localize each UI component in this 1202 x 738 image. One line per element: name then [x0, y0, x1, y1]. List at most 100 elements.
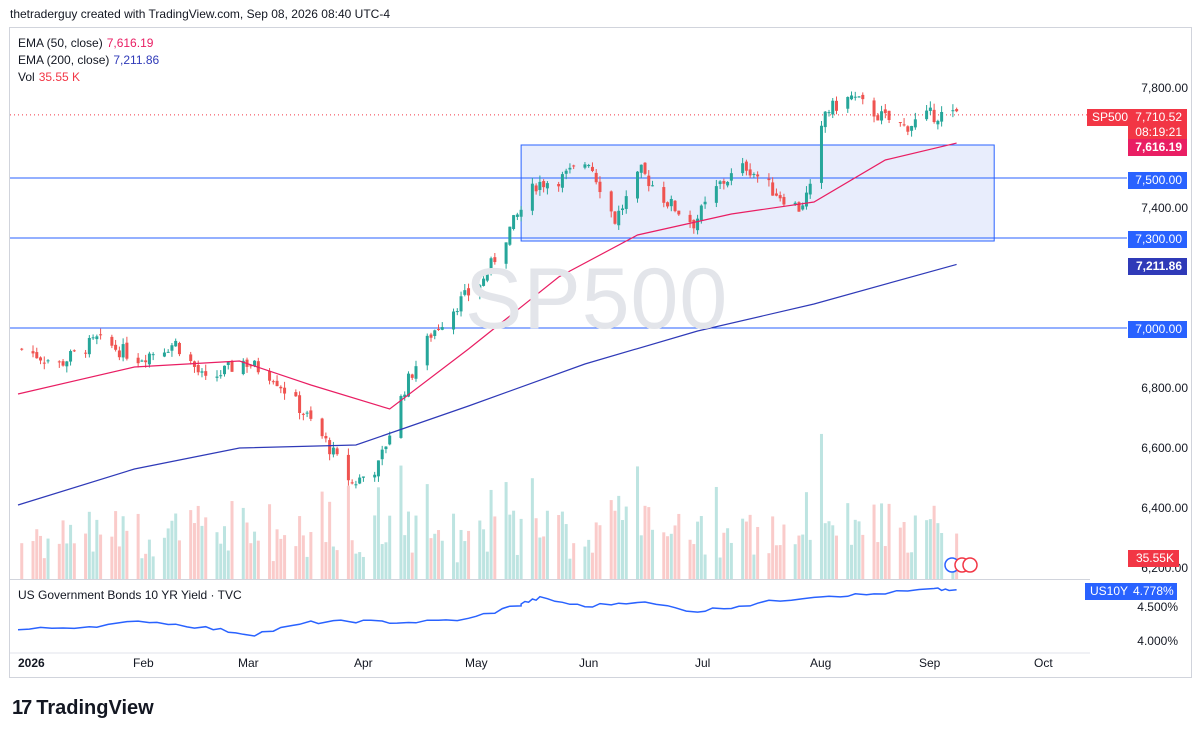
header-attribution: thetraderguy created with TradingView.co…: [10, 7, 390, 21]
volume-bar: [545, 510, 549, 579]
candle-body: [594, 172, 598, 183]
legend-ema200[interactable]: EMA (200, close) 7,211.86: [18, 52, 159, 69]
volume-bar: [797, 535, 801, 579]
volume-bar: [95, 519, 99, 579]
volume-bar: [463, 541, 467, 579]
candle-body: [384, 446, 388, 450]
candle-body: [936, 120, 940, 125]
candle-body: [189, 354, 193, 361]
volume-bar: [557, 515, 561, 579]
volume-bar: [305, 556, 309, 579]
volume-bar: [620, 520, 624, 579]
level-7000-tag: 7,000.00: [1128, 321, 1187, 338]
candle-body: [545, 183, 549, 189]
candle-body: [808, 183, 812, 195]
candle-body: [831, 100, 835, 115]
x-axis-label: Aug: [810, 656, 832, 670]
volume-bar: [328, 501, 332, 579]
volume-tag: 35.55K: [1128, 550, 1179, 567]
candle-body: [583, 164, 587, 168]
volume-bar: [437, 530, 441, 579]
volume-bar: [42, 558, 46, 579]
volume-bar: [647, 507, 651, 579]
volume-bar: [57, 543, 61, 579]
volume-bar: [384, 542, 388, 579]
volume-bar: [147, 539, 151, 579]
candle-body: [951, 110, 955, 112]
volume-bar: [662, 532, 666, 579]
candle-body: [72, 350, 76, 352]
volume-bar: [609, 500, 613, 579]
candle-body: [692, 219, 696, 229]
volume-bar: [793, 544, 797, 579]
candle-body: [294, 392, 298, 397]
volume-bar: [564, 524, 568, 579]
candle-body: [46, 360, 50, 362]
volume-bar: [91, 551, 95, 579]
candle-body: [857, 96, 861, 98]
volume-bar: [170, 520, 174, 579]
volume-bar: [275, 529, 279, 579]
candle-body: [729, 173, 733, 181]
volume-bar: [117, 546, 121, 579]
tradingview-logo[interactable]: 17 TradingView: [12, 697, 154, 720]
bond-axis-label: 4.000%: [1137, 634, 1178, 648]
volume-bar: [508, 514, 512, 579]
candle-body: [538, 181, 542, 190]
candle-body: [84, 352, 88, 354]
legend-ema50[interactable]: EMA (50, close) 7,616.19: [18, 35, 153, 52]
volume-bar: [249, 543, 253, 579]
candle-body: [467, 288, 471, 296]
candle-body: [177, 342, 181, 355]
volume-bar: [489, 489, 493, 579]
candle-body: [910, 125, 914, 131]
candle-body: [324, 436, 328, 439]
candle-body: [399, 396, 403, 438]
volume-bar: [271, 561, 275, 579]
candle-body: [504, 242, 508, 264]
candle-body: [144, 360, 148, 363]
volume-bar: [846, 503, 850, 579]
volume-bar: [572, 543, 576, 579]
candle-body: [35, 352, 39, 359]
bond-symbol-tag: US10Y: [1085, 583, 1128, 600]
volume-bar: [504, 482, 508, 579]
volume-bar: [219, 543, 223, 579]
volume-bar: [72, 543, 76, 579]
candle-body: [876, 115, 880, 121]
volume-bar: [403, 535, 407, 579]
volume-bar: [204, 517, 208, 579]
candle-body: [226, 362, 230, 366]
candle-body: [598, 181, 602, 193]
volume-bar: [594, 522, 598, 579]
last-price-tag: 7,710.52: [1128, 109, 1187, 126]
volume-bar: [887, 503, 891, 579]
volume-bar: [688, 539, 692, 579]
candle-body: [31, 351, 35, 354]
candle-body: [478, 285, 482, 295]
candle-body: [283, 387, 287, 394]
volume-bar: [125, 530, 129, 579]
volume-bar: [189, 510, 193, 579]
volume-bar: [850, 544, 854, 579]
candle-body: [376, 460, 380, 477]
volume-bar: [410, 552, 414, 579]
candle-body: [557, 183, 561, 187]
candle-body: [530, 183, 534, 211]
candle-body: [564, 170, 568, 174]
volume-bar: [20, 543, 24, 579]
event-flag-icon: [962, 557, 978, 573]
candle-body: [913, 119, 917, 128]
volume-bar: [200, 525, 204, 579]
legend-vol[interactable]: Vol 35.55 K: [18, 69, 80, 86]
volume-bar: [834, 535, 838, 579]
pane-separator[interactable]: [10, 579, 1090, 580]
volume-bar: [906, 552, 910, 579]
volume-bar: [752, 554, 756, 579]
volume-bar: [666, 536, 670, 579]
candle-body: [560, 174, 564, 188]
candle-body: [406, 373, 410, 397]
volume-bar: [298, 516, 302, 579]
volume-bar: [940, 533, 944, 579]
